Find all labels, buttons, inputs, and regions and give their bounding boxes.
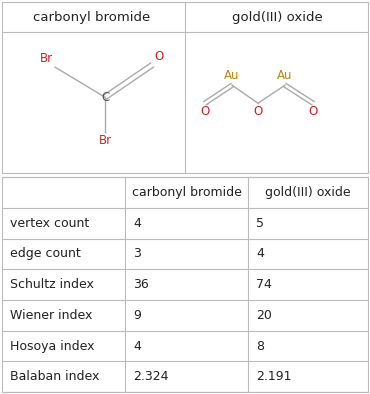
Text: 3: 3 <box>133 247 141 260</box>
Text: gold(III) oxide: gold(III) oxide <box>232 11 322 24</box>
Text: vertex count: vertex count <box>10 217 89 230</box>
Text: Hosoya index: Hosoya index <box>10 340 94 353</box>
Text: 8: 8 <box>256 340 264 353</box>
Text: Schultz index: Schultz index <box>10 278 94 291</box>
Text: 2.191: 2.191 <box>256 370 292 383</box>
Text: O: O <box>308 105 317 118</box>
Text: 74: 74 <box>256 278 272 291</box>
Text: 4: 4 <box>133 217 141 230</box>
Text: carbonyl bromide: carbonyl bromide <box>33 11 151 24</box>
Text: O: O <box>201 105 210 118</box>
Text: Au: Au <box>224 69 240 82</box>
Text: O: O <box>154 50 163 63</box>
Text: 4: 4 <box>133 340 141 353</box>
Text: 4: 4 <box>256 247 264 260</box>
Text: 2.324: 2.324 <box>133 370 168 383</box>
Text: C: C <box>101 91 109 104</box>
Text: Br: Br <box>40 52 53 65</box>
Text: gold(III) oxide: gold(III) oxide <box>265 186 351 199</box>
Text: Wiener index: Wiener index <box>10 309 92 322</box>
Text: Au: Au <box>277 69 293 82</box>
Text: 36: 36 <box>133 278 149 291</box>
Text: carbonyl bromide: carbonyl bromide <box>132 186 242 199</box>
Text: 9: 9 <box>133 309 141 322</box>
Text: Br: Br <box>98 134 112 147</box>
Text: edge count: edge count <box>10 247 81 260</box>
Text: 5: 5 <box>256 217 264 230</box>
Text: Balaban index: Balaban index <box>10 370 100 383</box>
Text: 20: 20 <box>256 309 272 322</box>
Text: O: O <box>253 105 263 118</box>
